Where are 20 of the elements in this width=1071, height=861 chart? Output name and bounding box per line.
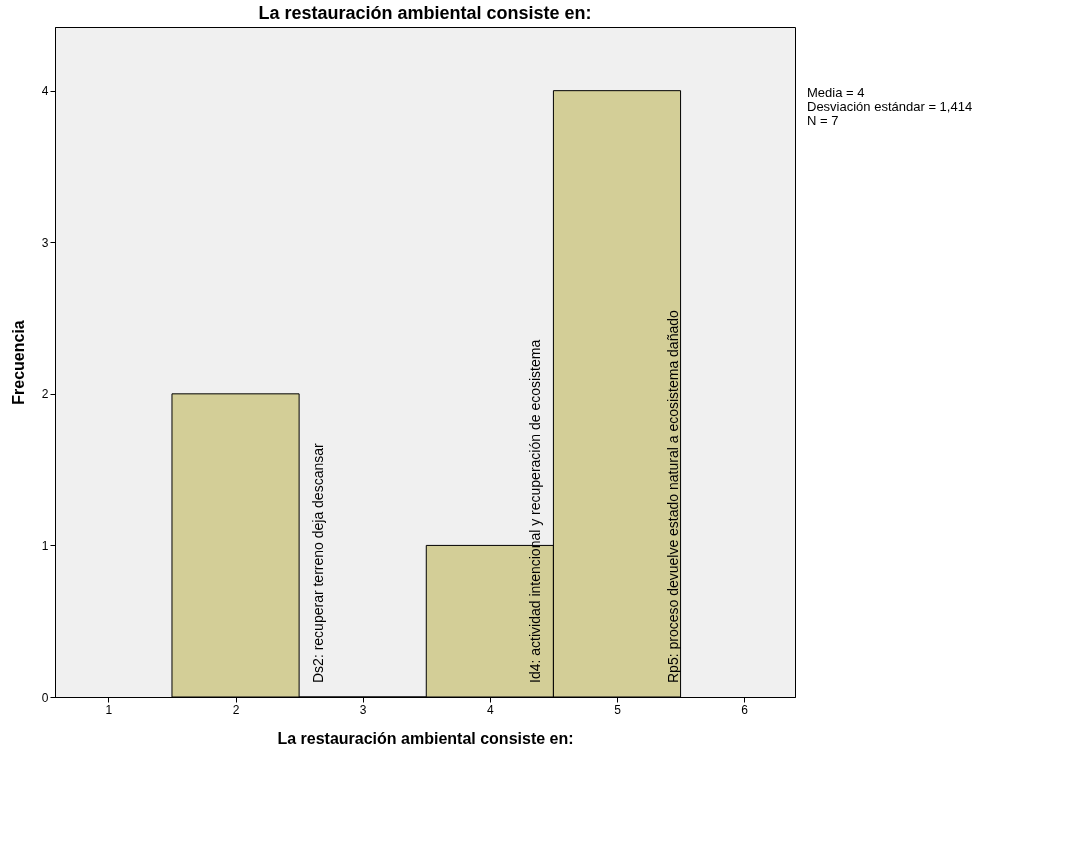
chart-title: La restauración ambiental consiste en: bbox=[258, 3, 592, 23]
y-tick-label: 0 bbox=[41, 690, 49, 705]
annotation: Rp5: proceso devuelve estado natural a ecosistema dañado bbox=[664, 309, 681, 683]
x-tick-label: 2 bbox=[232, 702, 240, 717]
x-tick-label: 1 bbox=[105, 702, 113, 717]
text: Desviación estándar = 1,414 bbox=[807, 99, 973, 114]
annotation: Id4: actividad intencional y recuperación de ecosistema bbox=[527, 339, 544, 683]
x-tick-label: 3 bbox=[359, 702, 367, 717]
x-tick-label: 5 bbox=[614, 702, 622, 717]
y-tick-label: 2 bbox=[41, 387, 49, 402]
y-tick-label: 1 bbox=[41, 538, 49, 553]
x-axis-title: La restauración ambiental consiste en: bbox=[277, 729, 574, 747]
y-tick-label: 3 bbox=[41, 235, 49, 250]
text: Media = 4 bbox=[807, 85, 865, 100]
y-axis-title: Frecuencia bbox=[9, 320, 27, 405]
y-tick-label: 4 bbox=[41, 84, 49, 99]
annotation: Ds2: recuperar terreno deja descansar bbox=[310, 442, 327, 683]
x-tick-label: 6 bbox=[741, 702, 749, 717]
text: N = 7 bbox=[807, 113, 839, 128]
x-tick-label: 4 bbox=[487, 702, 494, 717]
